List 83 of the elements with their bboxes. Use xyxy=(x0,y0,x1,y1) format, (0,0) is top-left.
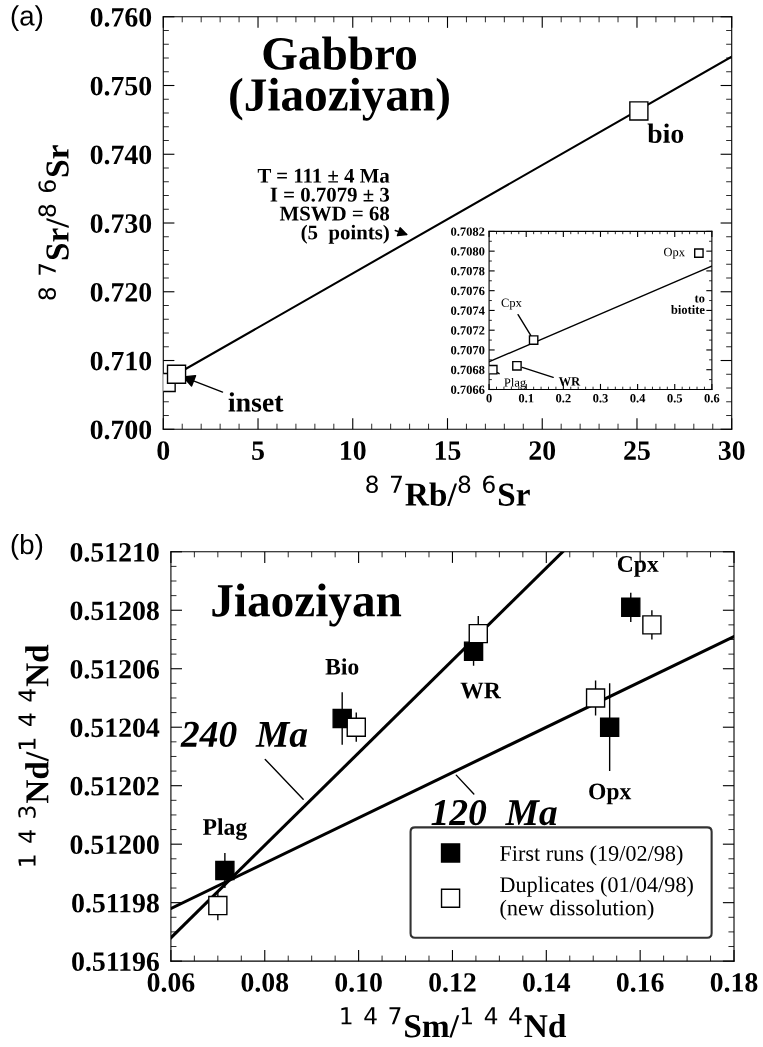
annotation: Plag xyxy=(202,818,247,840)
y-tick-label: 0.730 xyxy=(90,214,152,234)
point xyxy=(642,615,662,635)
annotation: inset xyxy=(228,392,284,412)
y-tick-label: 0.51202 xyxy=(70,776,159,796)
point xyxy=(585,688,606,708)
x-tick-label: 0.14 xyxy=(523,973,571,992)
y-tick-label: 0.51206 xyxy=(70,659,159,679)
y-tick-label: 0.7068 xyxy=(451,365,485,375)
point xyxy=(599,717,620,737)
y-tick-label: 0.700 xyxy=(90,420,152,440)
x-tick-label: 30 xyxy=(718,441,745,460)
x-tick-label: 0.12 xyxy=(429,973,476,992)
x-tick-label: 0.6 xyxy=(704,394,720,403)
text: Gabbro (Jiaoziyan) xyxy=(230,36,449,121)
y-tick-label: 0.740 xyxy=(90,145,152,165)
annotation: Bio xyxy=(325,658,359,675)
annotation: 240 Ma xyxy=(180,721,308,748)
annotation: WR xyxy=(460,682,502,699)
y-tick-label: 0.51210 xyxy=(70,542,159,562)
legend-label: First runs (19/02/98) xyxy=(500,845,683,866)
point xyxy=(489,364,498,375)
annotation: Cpx xyxy=(501,298,522,310)
annotation: Opx xyxy=(589,783,632,805)
point xyxy=(463,641,484,661)
x-tick-label: 0.10 xyxy=(335,973,382,992)
y-tick-label: 0.7076 xyxy=(451,286,485,296)
text: Jiaoziyan xyxy=(212,583,402,627)
point xyxy=(215,860,235,881)
y-tick-label: 0.51204 xyxy=(70,718,160,738)
annotation: Plag xyxy=(504,377,526,390)
annotation: 120 Ma xyxy=(431,799,557,826)
x-tick-label: 0.5 xyxy=(667,394,683,403)
x-tick-label: 0 xyxy=(486,394,492,403)
y-tick-label: 0.7070 xyxy=(451,345,485,355)
point xyxy=(208,895,228,916)
y-tick-label: 0.7080 xyxy=(451,247,485,256)
annotation: WR xyxy=(558,377,581,386)
x-tick-label: 5 xyxy=(252,441,264,460)
y-tick-label: 0.750 xyxy=(90,76,152,96)
x-tick-label: 25 xyxy=(624,441,650,460)
y-axis-title: $^{1 4 3}$Nd/$^{1 4 4}$Nd xyxy=(18,644,49,866)
y-tick-label: 0.710 xyxy=(90,351,152,371)
annotation: Cpx xyxy=(617,556,659,577)
y-tick-label: 0.7082 xyxy=(451,227,485,236)
x-tick-label: 0 xyxy=(157,441,170,460)
x-tick-label: 15 xyxy=(435,441,461,460)
x-tick-label: 0.4 xyxy=(630,394,646,403)
x-tick-label: 0.16 xyxy=(616,973,664,992)
annotation: T = 111 ± 4 Ma I = 0.7079 ± 3 MSWD = 68 (5 points) xyxy=(257,168,390,244)
y-tick-label: 0.51208 xyxy=(70,601,159,621)
x-axis-title: $^{1 4 7}$Sm/$^{1 4 4}$Nd xyxy=(341,1007,567,1038)
x-tick-label: 0.2 xyxy=(556,394,571,403)
y-tick-label: 0.720 xyxy=(90,282,152,302)
y-tick-label: 0.7072 xyxy=(451,326,485,335)
y-tick-label: 0.7074 xyxy=(451,306,485,315)
y-tick-label: 0.7078 xyxy=(451,266,485,276)
text: (b) xyxy=(11,533,43,560)
x-tick-label: 0.06 xyxy=(147,973,195,992)
x-axis-title: $^{8 7}$Rb/$^{8 6}$Sr xyxy=(366,475,530,506)
y-tick-label: 0.51196 xyxy=(72,952,159,972)
point xyxy=(528,335,539,345)
y-tick-label: 0.51198 xyxy=(72,893,159,913)
annotation: bio xyxy=(647,123,684,143)
x-tick-label: 10 xyxy=(341,441,366,460)
annotation: Opx xyxy=(663,247,685,259)
y-tick-label: 0.760 xyxy=(90,7,152,27)
x-tick-label: 0.08 xyxy=(241,973,289,992)
point xyxy=(468,623,488,644)
text: (a) xyxy=(11,5,43,32)
x-tick-label: 0.1 xyxy=(518,394,534,403)
legend-label: Duplicates (01/04/98) (new dissolution) xyxy=(500,876,693,920)
y-tick-label: 0.51200 xyxy=(70,835,159,855)
x-tick-label: 0.3 xyxy=(593,394,608,403)
x-tick-label: 20 xyxy=(529,441,556,460)
point xyxy=(512,360,522,371)
y-axis-title: $^{8 7}$Sr/$^{8 6}$Sr xyxy=(38,145,69,300)
point xyxy=(346,717,366,737)
annotation: to biotite xyxy=(671,295,705,314)
y-tick-label: 0.7066 xyxy=(451,385,485,394)
point xyxy=(694,248,704,258)
point xyxy=(621,597,641,618)
x-tick-label: 0.18 xyxy=(710,973,758,992)
